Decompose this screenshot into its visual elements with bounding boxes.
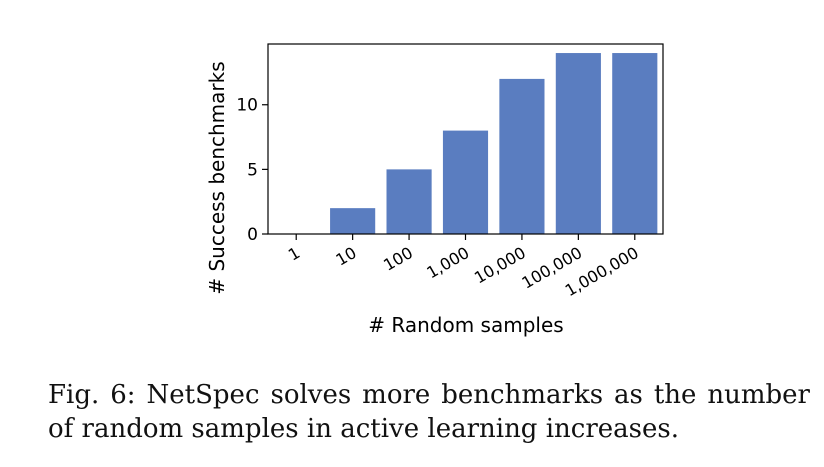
- x-tick-label: 1: [285, 243, 303, 265]
- x-tick-label: 100: [380, 243, 416, 275]
- x-tick-label: 10: [333, 243, 360, 270]
- bars-layer: [330, 53, 658, 235]
- figure-caption: Fig. 6: NetSpec solves more benchmarks a…: [48, 380, 810, 444]
- bar-100: [386, 169, 432, 234]
- bar-10: [330, 208, 376, 234]
- bar-1000: [442, 130, 489, 234]
- y-axis-label: # Success benchmarks: [205, 61, 229, 294]
- bar-10000: [499, 78, 545, 235]
- x-tick-label: 1,000: [423, 243, 472, 282]
- bar-100000: [555, 53, 601, 234]
- x-axis-label: # Random samples: [368, 313, 563, 337]
- y-tick-label: 0: [247, 225, 258, 245]
- y-tick-label: 10: [236, 96, 258, 116]
- bar-1000000: [612, 53, 658, 234]
- y-tick-label: 5: [247, 160, 258, 180]
